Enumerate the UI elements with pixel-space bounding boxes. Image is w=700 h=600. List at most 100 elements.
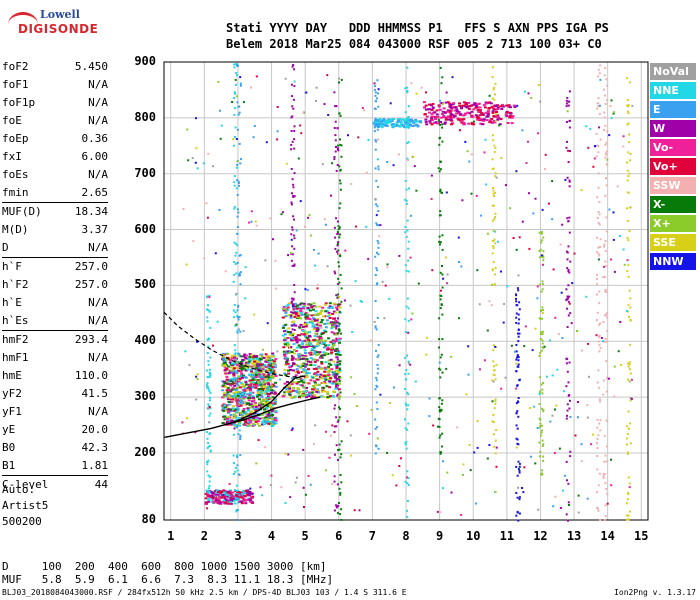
x-tick-label: 2 [200, 529, 208, 543]
param-name: B0 [2, 441, 16, 454]
param-value: 0.36 [81, 132, 109, 145]
param-row: B0 42.3 [2, 439, 108, 457]
param-value: 44 [94, 478, 108, 491]
param-name: foF1p [2, 96, 36, 109]
param-row: yE 20.0 [2, 421, 108, 439]
param-name: hmE [2, 369, 22, 382]
param-name: hmF2 [2, 333, 29, 346]
param-value: 41.5 [81, 387, 109, 400]
param-name: h`Es [2, 314, 29, 327]
param-row: h`E N/A [2, 294, 108, 312]
x-tick-label: 5 [301, 529, 309, 543]
logo-line1: Lowell [40, 8, 80, 21]
param-name: hmF1 [2, 351, 29, 364]
param-separator [2, 330, 108, 331]
trace-fit-line [164, 396, 321, 438]
param-value: 6.00 [81, 150, 109, 163]
param-name: B1 [2, 459, 16, 472]
param-value: N/A [88, 351, 108, 364]
param-value: 20.0 [81, 423, 109, 436]
x-tick-label: 14 [600, 529, 615, 543]
legend-item: SSE [650, 234, 696, 251]
x-tick-label: 12 [533, 529, 548, 543]
param-name: foF2 [2, 60, 29, 73]
param-value: 3.37 [81, 223, 109, 236]
logo-line2: DIGISONDE [18, 22, 99, 36]
muf-row: MUF 5.8 5.9 6.1 6.6 7.3 8.3 11.1 18.3 [M… [2, 573, 334, 586]
param-row: h`F2 257.0 [2, 276, 108, 294]
auto-label: Auto: [2, 483, 36, 496]
param-name: h`F2 [2, 278, 29, 291]
legend-item: Vo+ [650, 158, 696, 175]
file-info-footer: BLJ03_2018084043000.RSF / 284fx512h 50 k… [2, 588, 407, 597]
legend-item: W [650, 120, 696, 137]
legend-item: NNE [650, 82, 696, 99]
distance-muf-table: D 100 200 400 600 800 1000 1500 3000 [km… [2, 560, 333, 586]
logo-swoosh-icon [8, 12, 38, 37]
x-tick-label: 1 [167, 529, 175, 543]
param-name: yF1 [2, 405, 22, 418]
param-value: 5.450 [74, 60, 108, 73]
parameter-panel: foF2 5.450 foF1 N/A foF1p N/A foE N/A foEp 0.36 fx… [2, 58, 108, 494]
param-separator [2, 257, 108, 258]
param-value: 18.34 [74, 205, 108, 218]
param-row: B1 1.81 [2, 457, 108, 475]
param-name: h`E [2, 296, 22, 309]
param-name: h`F [2, 260, 22, 273]
param-row: foE N/A [2, 112, 108, 130]
param-value: N/A [88, 296, 108, 309]
param-separator [2, 202, 108, 203]
version-label: Ion2Png v. 1.3.17 [614, 588, 696, 597]
param-separator [2, 475, 108, 476]
legend-item: E [650, 101, 696, 118]
y-tick-label: 200 [134, 444, 156, 459]
param-value: N/A [88, 405, 108, 418]
auto-program: Artist5 [2, 499, 49, 512]
param-name: foF1 [2, 78, 29, 91]
param-value: N/A [88, 168, 108, 181]
param-name: foEs [2, 168, 29, 181]
param-value: N/A [88, 241, 108, 254]
autoscaling-info: Auto: Artist5 500200 [2, 482, 48, 530]
y-tick-label: 600 [134, 221, 156, 236]
y-tick-label: 800 [134, 109, 156, 124]
param-row: h`F 257.0 [2, 258, 108, 276]
param-value: 257.0 [74, 278, 108, 291]
param-value: 1.81 [81, 459, 109, 472]
x-tick-label: 8 [402, 529, 410, 543]
distance-row: D 100 200 400 600 800 1000 1500 3000 [km… [2, 560, 327, 573]
x-tick-label: 10 [465, 529, 481, 543]
param-name: fmin [2, 186, 29, 199]
param-name: foEp [2, 132, 29, 145]
param-row: foF1p N/A [2, 94, 108, 112]
param-name: MUF(D) [2, 205, 42, 218]
param-value: N/A [88, 78, 108, 91]
auto-code: 500200 [2, 515, 42, 528]
param-name: D [2, 241, 9, 254]
x-tick-label: 13 [566, 529, 582, 543]
legend-item: Vo- [650, 139, 696, 156]
param-name: yE [2, 423, 16, 436]
y-tick-label: 300 [134, 389, 156, 404]
param-name: foE [2, 114, 22, 127]
param-value: N/A [88, 314, 108, 327]
x-tick-label: 4 [267, 529, 276, 543]
param-value: 2.65 [81, 186, 109, 199]
param-row: hmF2 293.4 [2, 331, 108, 349]
y-tick-label: 500 [134, 277, 156, 292]
param-name: yF2 [2, 387, 22, 400]
y-tick-label: 900 [134, 54, 156, 68]
x-tick-label: 3 [234, 529, 242, 543]
param-value: N/A [88, 114, 108, 127]
legend-item: X- [650, 196, 696, 213]
y-tick-label: 80 [141, 512, 156, 526]
param-value: 257.0 [74, 260, 108, 273]
profile-line [224, 375, 306, 426]
param-row: h`Es N/A [2, 312, 108, 330]
y-tick-label: 400 [134, 333, 156, 348]
param-row: hmF1 N/A [2, 349, 108, 367]
param-name: fxI [2, 150, 22, 163]
param-row: fxI 6.00 [2, 148, 108, 166]
station-header: Stati YYYY DAY DDD HHMMSS P1 FFS S AXN P… [226, 20, 609, 52]
